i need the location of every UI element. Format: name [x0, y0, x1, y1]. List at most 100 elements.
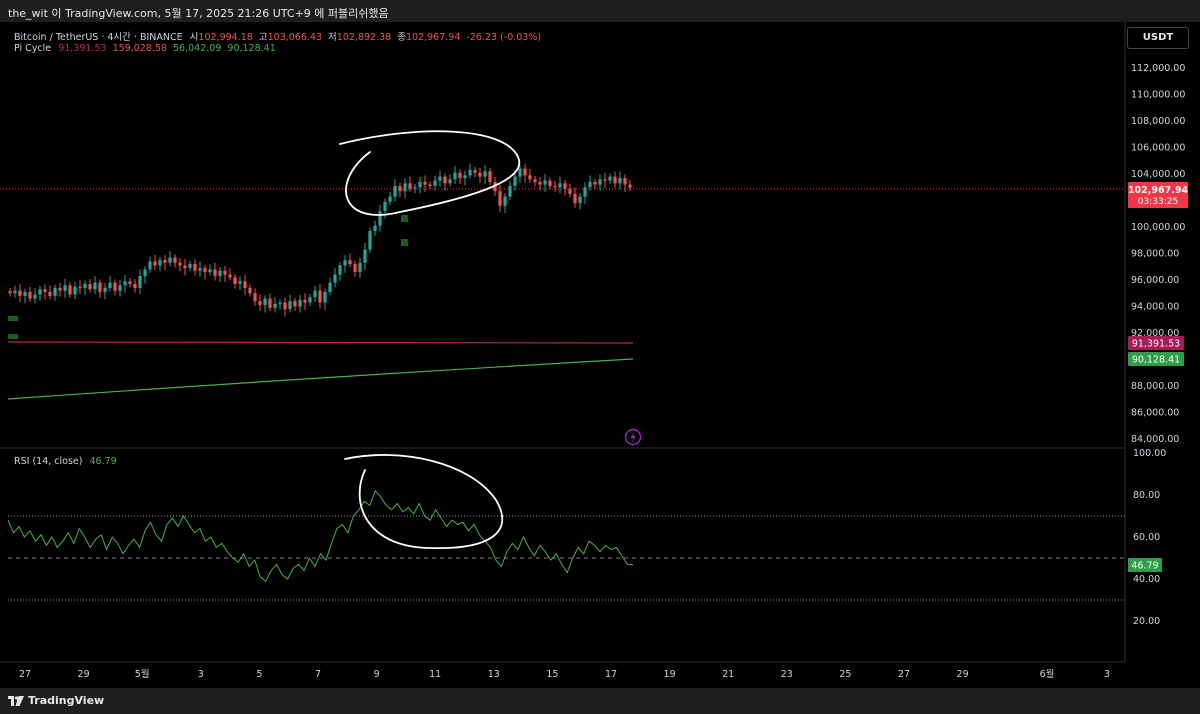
- candle-body[interactable]: [593, 181, 597, 185]
- candle-body[interactable]: [378, 211, 382, 226]
- candle-body[interactable]: [263, 298, 267, 306]
- candle-body[interactable]: [338, 265, 342, 275]
- candle-body[interactable]: [253, 293, 257, 302]
- candle-body[interactable]: [88, 283, 92, 290]
- candle-body[interactable]: [328, 282, 332, 292]
- candle-body[interactable]: [208, 269, 212, 273]
- candle-body[interactable]: [388, 196, 392, 202]
- candle-body[interactable]: [463, 175, 467, 178]
- chart-canvas[interactable]: 112,000.00 110,000.00 108,000.00 106,000.00…: [0, 22, 1200, 688]
- candle-body[interactable]: [413, 187, 417, 189]
- candle-body[interactable]: [628, 184, 632, 188]
- candle-body[interactable]: [353, 264, 357, 273]
- candle-body[interactable]: [68, 285, 72, 295]
- candle-body[interactable]: [183, 265, 187, 269]
- candle-body[interactable]: [348, 260, 352, 265]
- candle-body[interactable]: [398, 185, 402, 192]
- candle-body[interactable]: [58, 287, 62, 291]
- candle-body[interactable]: [493, 181, 497, 192]
- candle-body[interactable]: [278, 302, 282, 304]
- indicator-name[interactable]: Pi Cycle: [14, 43, 52, 54]
- candle-body[interactable]: [543, 180, 547, 185]
- candle-body[interactable]: [588, 181, 592, 188]
- candle-body[interactable]: [548, 180, 552, 186]
- candle-body[interactable]: [28, 291, 32, 299]
- candle-body[interactable]: [528, 175, 532, 180]
- candle-body[interactable]: [578, 196, 582, 204]
- candle-body[interactable]: [363, 249, 367, 263]
- candle-body[interactable]: [188, 264, 192, 269]
- candle-body[interactable]: [538, 181, 542, 185]
- candle-body[interactable]: [453, 172, 457, 180]
- candle-body[interactable]: [283, 302, 287, 310]
- candle-body[interactable]: [258, 301, 262, 306]
- candle-body[interactable]: [228, 274, 232, 278]
- candle-body[interactable]: [553, 185, 557, 188]
- candle-body[interactable]: [33, 294, 37, 299]
- candle-body[interactable]: [583, 187, 587, 197]
- candle-body[interactable]: [518, 168, 522, 177]
- candle-body[interactable]: [73, 286, 77, 295]
- time-axis[interactable]: 27 29 5월 3 5 7 9 11 13 15 17 19 21 23 25 27 29 6월 3: [19, 668, 1110, 680]
- candle-body[interactable]: [173, 257, 177, 263]
- candle-body[interactable]: [423, 181, 427, 185]
- candle-body[interactable]: [573, 193, 577, 204]
- candle-body[interactable]: [308, 297, 312, 303]
- candle-body[interactable]: [303, 299, 307, 303]
- candle-body[interactable]: [153, 261, 157, 266]
- candle-body[interactable]: [523, 168, 527, 176]
- candle-body[interactable]: [393, 185, 397, 197]
- candle-body[interactable]: [373, 225, 377, 231]
- candle-body[interactable]: [53, 287, 57, 296]
- candle-body[interactable]: [108, 282, 112, 288]
- candle-body[interactable]: [473, 170, 477, 173]
- candle-body[interactable]: [298, 299, 302, 307]
- candle-body[interactable]: [103, 287, 107, 292]
- candle-body[interactable]: [238, 281, 242, 284]
- candle-body[interactable]: [403, 183, 407, 192]
- candle-body[interactable]: [483, 171, 487, 177]
- candle-body[interactable]: [468, 170, 472, 176]
- rsi-name[interactable]: RSI (14, close): [14, 456, 83, 467]
- candle-body[interactable]: [213, 269, 217, 277]
- candle-body[interactable]: [8, 291, 12, 294]
- annotation-circle-rsi[interactable]: [344, 454, 504, 549]
- candle-body[interactable]: [223, 270, 227, 275]
- candle-body[interactable]: [203, 268, 207, 273]
- candle-body[interactable]: [508, 185, 512, 197]
- candle-body[interactable]: [318, 290, 322, 303]
- candle-body[interactable]: [368, 230, 372, 250]
- candle-body[interactable]: [48, 291, 52, 296]
- candle-body[interactable]: [43, 289, 47, 292]
- annotation-circle-price[interactable]: [339, 130, 521, 216]
- candle-body[interactable]: [218, 270, 222, 277]
- candle-body[interactable]: [608, 176, 612, 181]
- tradingview-logo[interactable]: TradingView: [8, 694, 104, 707]
- candle-body[interactable]: [433, 180, 437, 186]
- candle-body[interactable]: [598, 179, 602, 185]
- candle-body[interactable]: [13, 290, 17, 294]
- candle-body[interactable]: [558, 183, 562, 188]
- candle-body[interactable]: [23, 291, 27, 296]
- candle-body[interactable]: [418, 181, 422, 188]
- candle-body[interactable]: [268, 298, 272, 308]
- lightning-alert-icon[interactable]: [624, 428, 642, 446]
- candle-body[interactable]: [193, 264, 197, 271]
- candle-body[interactable]: [123, 281, 127, 286]
- symbol-name[interactable]: Bitcoin / TetherUS · 4시간 · BINANCE: [14, 32, 183, 43]
- candle-body[interactable]: [443, 176, 447, 184]
- rsi-axis[interactable]: 100.00 80.00 60.00 40.00 20.00: [1133, 448, 1166, 627]
- candle-body[interactable]: [138, 276, 142, 288]
- candle-body[interactable]: [118, 285, 122, 291]
- candle-body[interactable]: [498, 191, 502, 206]
- candle-body[interactable]: [93, 282, 97, 290]
- candle-body[interactable]: [323, 291, 327, 303]
- candle-body[interactable]: [503, 196, 507, 206]
- candle-body[interactable]: [533, 179, 537, 182]
- candle-body[interactable]: [248, 287, 252, 294]
- candle-body[interactable]: [438, 176, 442, 181]
- candle-body[interactable]: [478, 172, 482, 177]
- candle-body[interactable]: [513, 176, 517, 186]
- candle-body[interactable]: [63, 285, 67, 291]
- candle-body[interactable]: [128, 281, 132, 284]
